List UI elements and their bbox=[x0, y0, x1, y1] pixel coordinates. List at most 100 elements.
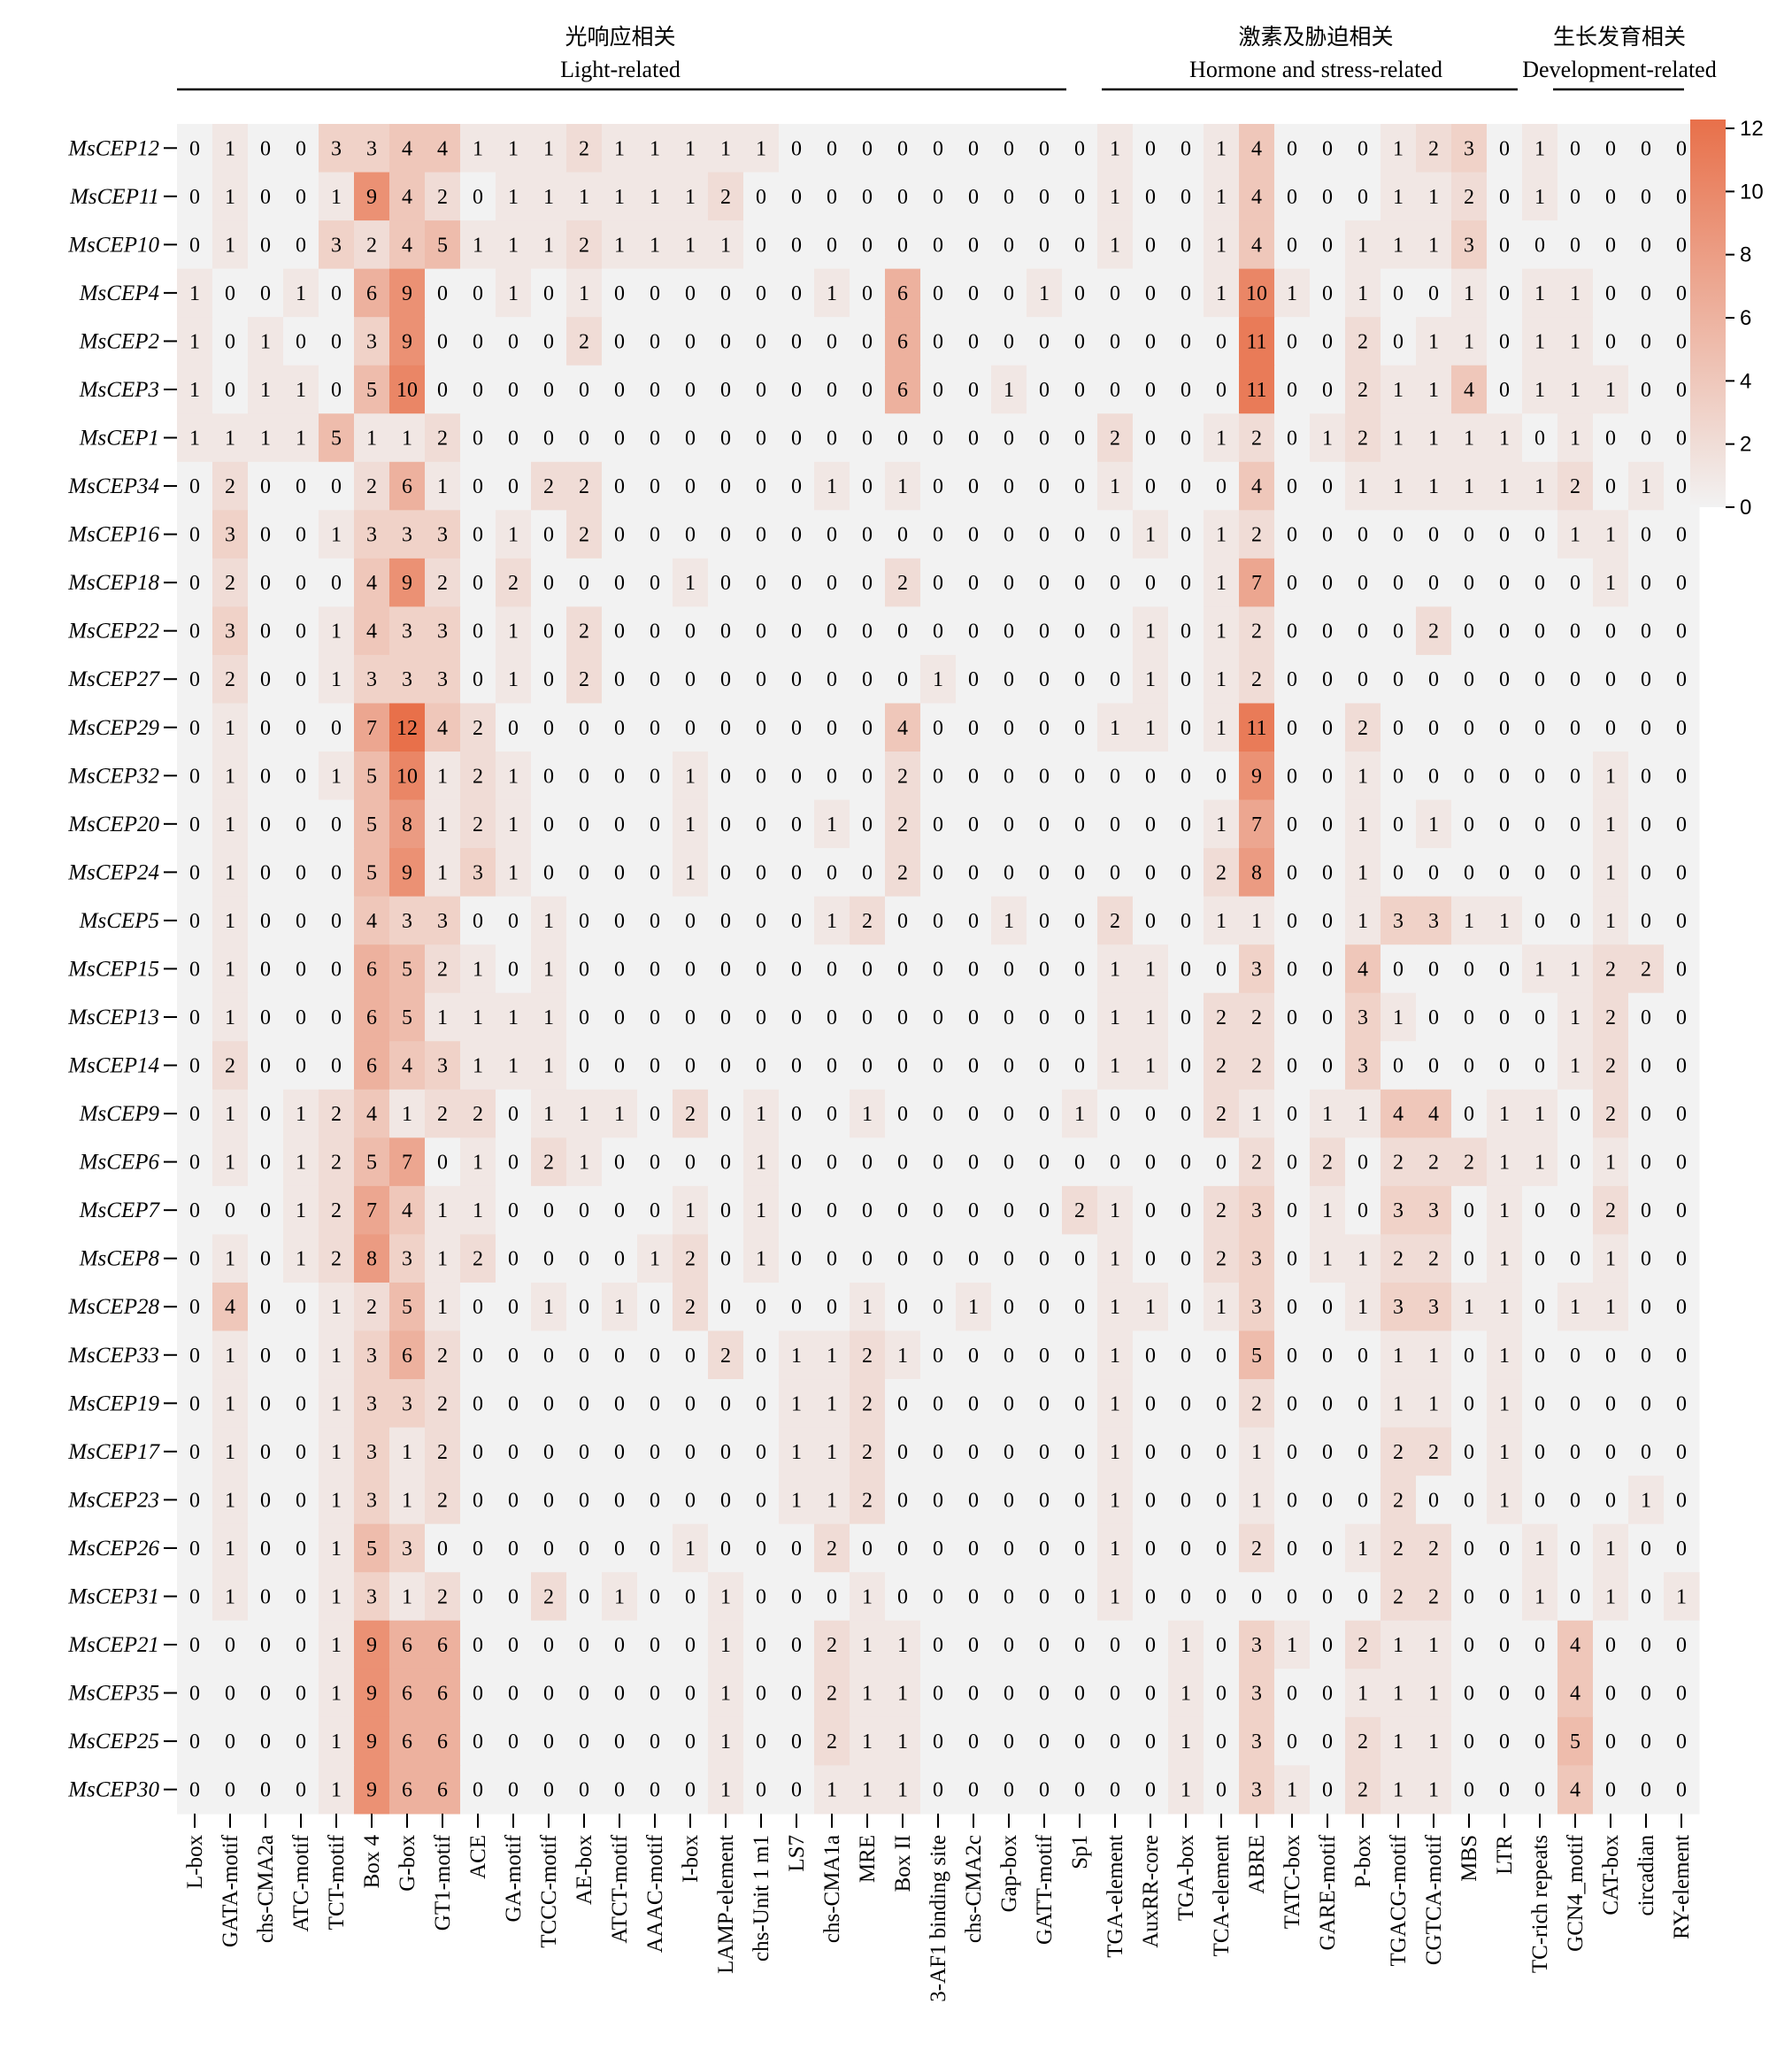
cell-value-label: 0 bbox=[720, 475, 731, 498]
cell-value-label: 0 bbox=[473, 910, 483, 933]
cell-value-label: 4 bbox=[402, 137, 412, 160]
cell-value-label: 1 bbox=[1605, 861, 1616, 884]
heatmap-cell bbox=[283, 317, 319, 366]
row-label: MsCEP4 bbox=[79, 281, 159, 305]
cell-value-label: 1 bbox=[402, 1103, 412, 1126]
cell-value-label: 1 bbox=[685, 186, 696, 209]
cell-value-label: 0 bbox=[1499, 1730, 1510, 1754]
heatmap-cell bbox=[212, 413, 249, 463]
cell-value-label: 2 bbox=[225, 572, 235, 595]
cell-value-label: 1 bbox=[473, 1006, 483, 1029]
cell-value-label: 0 bbox=[189, 1779, 200, 1802]
cell-value-label: 0 bbox=[897, 910, 908, 933]
heatmap-cell bbox=[1062, 654, 1098, 705]
group-development-cn: 生长发育相关 bbox=[1553, 24, 1686, 50]
cell-value-label: 0 bbox=[331, 572, 342, 595]
column-label: AAAC-motif bbox=[643, 1834, 667, 1953]
heatmap-cell bbox=[531, 510, 567, 559]
cell-value-label: 0 bbox=[1322, 1392, 1333, 1415]
cell-value-label: 0 bbox=[720, 1489, 731, 1512]
cell-value-label: 0 bbox=[1039, 717, 1050, 740]
heatmap-cell bbox=[389, 461, 426, 511]
cell-value-label: 0 bbox=[1570, 1103, 1580, 1126]
heatmap-cell bbox=[1274, 799, 1311, 849]
heatmap-cell bbox=[389, 268, 426, 318]
heatmap-cell bbox=[531, 317, 567, 366]
cell-value-label: 1 bbox=[508, 765, 519, 788]
cell-value-label: 0 bbox=[685, 1489, 696, 1512]
cell-value-label: 0 bbox=[1110, 1779, 1120, 1802]
heatmap-cell bbox=[177, 268, 213, 318]
heatmap-cell bbox=[1239, 268, 1275, 318]
cell-value-label: 0 bbox=[189, 765, 200, 788]
cell-value-label: 0 bbox=[1676, 620, 1687, 644]
cell-value-label: 0 bbox=[296, 1489, 306, 1512]
cell-value-label: 0 bbox=[1676, 765, 1687, 788]
heatmap-cell bbox=[1097, 124, 1134, 173]
cell-value-label: 3 bbox=[1393, 1199, 1404, 1222]
cell-value-label: 0 bbox=[1605, 475, 1616, 498]
cell-value-label: 0 bbox=[189, 1634, 200, 1657]
heatmap-cell bbox=[885, 172, 921, 221]
cell-value-label: 0 bbox=[1145, 1489, 1156, 1512]
cell-value-label: 0 bbox=[720, 1538, 731, 1561]
cell-value-label: 0 bbox=[508, 1103, 519, 1126]
cell-value-label: 0 bbox=[1287, 1152, 1297, 1175]
heatmap-cell bbox=[1133, 172, 1169, 221]
cell-value-label: 0 bbox=[1499, 1779, 1510, 1802]
cell-value-label: 0 bbox=[1570, 668, 1580, 691]
cell-value-label: 0 bbox=[650, 1199, 660, 1222]
heatmap-cell bbox=[531, 606, 567, 656]
cell-value-label: 0 bbox=[1393, 717, 1404, 740]
cell-value-label: 0 bbox=[650, 1103, 660, 1126]
cell-value-label: 1 bbox=[1605, 379, 1616, 402]
heatmap-cell bbox=[1628, 752, 1665, 801]
column-label: chs-CMA1a bbox=[820, 1835, 844, 1943]
cell-value-label: 0 bbox=[260, 765, 271, 788]
heatmap-cell bbox=[991, 752, 1027, 801]
cell-value-label: 0 bbox=[614, 1489, 625, 1512]
row-label: MsCEP18 bbox=[67, 571, 159, 595]
cell-value-label: 0 bbox=[260, 1634, 271, 1657]
heatmap-cell bbox=[389, 654, 426, 705]
heatmap-cell bbox=[1557, 799, 1594, 849]
heatmap-cell bbox=[920, 220, 957, 270]
cell-value-label: 0 bbox=[1393, 668, 1404, 691]
heatmap-cell bbox=[991, 365, 1027, 414]
cell-value-label: 0 bbox=[1074, 1441, 1085, 1464]
cell-value-label: 1 bbox=[720, 1779, 731, 1802]
cell-value-label: 0 bbox=[1110, 1152, 1120, 1175]
cell-value-label: 0 bbox=[1499, 668, 1510, 691]
cell-value-label: 0 bbox=[260, 1730, 271, 1754]
cell-value-label: 0 bbox=[296, 1730, 306, 1754]
cell-value-label: 0 bbox=[579, 1683, 589, 1706]
column-label: Box II bbox=[891, 1835, 915, 1892]
cell-value-label: 0 bbox=[968, 813, 979, 836]
cell-value-label: 2 bbox=[1357, 1730, 1368, 1754]
cell-value-label: 0 bbox=[1216, 765, 1227, 788]
heatmap-cell bbox=[425, 220, 461, 270]
cell-value-label: 0 bbox=[331, 379, 342, 402]
cell-value-label: 3 bbox=[473, 861, 483, 884]
heatmap-cell bbox=[673, 654, 709, 705]
cell-value-label: 0 bbox=[1004, 1730, 1014, 1754]
heatmap-cell bbox=[566, 268, 603, 318]
cell-value-label: 0 bbox=[968, 1006, 979, 1029]
cell-value-label: 1 bbox=[437, 813, 448, 836]
cell-value-label: 1 bbox=[1145, 1055, 1156, 1078]
cell-value-label: 1 bbox=[508, 861, 519, 884]
heatmap-cell bbox=[248, 268, 284, 318]
cell-value-label: 0 bbox=[1534, 910, 1545, 933]
heatmap-cell bbox=[1345, 799, 1381, 849]
cell-value-label: 2 bbox=[579, 524, 589, 547]
heatmap-cell bbox=[920, 461, 957, 511]
heatmap-cell bbox=[1239, 124, 1275, 173]
cell-value-label: 0 bbox=[862, 475, 873, 498]
cell-value-label: 2 bbox=[1251, 524, 1262, 547]
row-label: MsCEP35 bbox=[67, 1682, 159, 1706]
cell-value-label: 0 bbox=[1641, 1103, 1651, 1126]
column-label: CGTCA-motif bbox=[1422, 1834, 1446, 1965]
cell-value-label: 0 bbox=[685, 1055, 696, 1078]
cell-value-label: 0 bbox=[1428, 1006, 1439, 1029]
cell-value-label: 1 bbox=[1641, 1489, 1651, 1512]
